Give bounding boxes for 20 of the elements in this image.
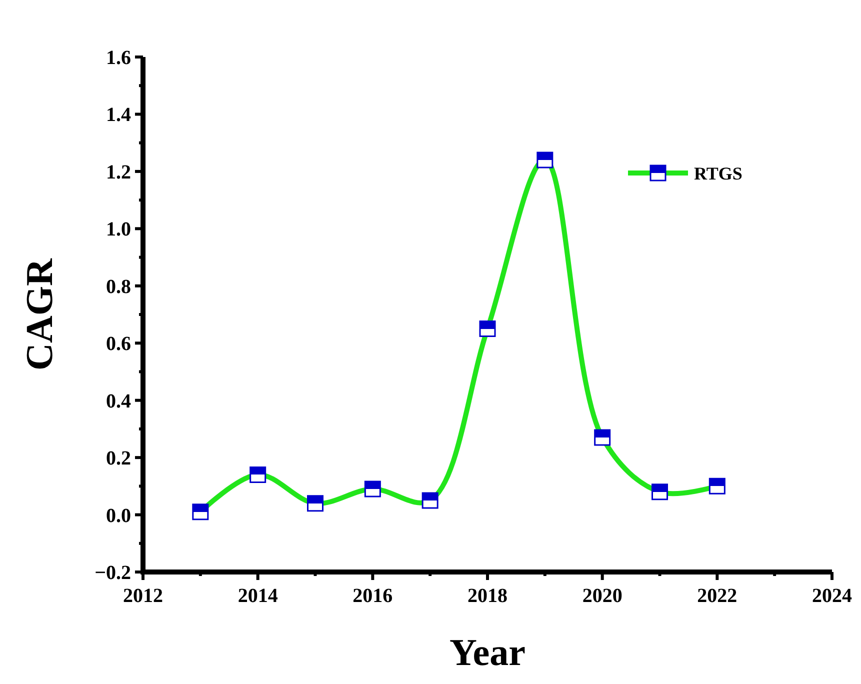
x-tick-label: 2012 [123, 585, 163, 607]
y-tick-label: −0.2 [94, 562, 131, 584]
x-tick-label: 2016 [352, 585, 393, 607]
y-tick-label: 1.6 [106, 47, 131, 69]
y-tick-label: 1.4 [106, 104, 131, 126]
y-tick-label: 0.0 [106, 504, 131, 527]
y-tick-label: 0.4 [106, 390, 131, 412]
x-tick-label: 2014 [238, 585, 278, 607]
y-tick-label: 1.2 [106, 161, 131, 184]
y-tick-label: 0.8 [106, 276, 131, 298]
x-tick-label: 2020 [582, 585, 622, 607]
x-tick-label: 2018 [468, 585, 508, 607]
y-axis-title: CAGR [19, 258, 61, 370]
legend-label: RTGS [694, 163, 742, 184]
x-tick-label: 2022 [697, 585, 738, 607]
x-axis-title: Year [450, 632, 526, 674]
y-tick-label: 0.6 [106, 333, 131, 356]
y-tick-label: 0.2 [106, 448, 131, 470]
x-tick-label: 2024 [812, 585, 852, 607]
y-tick-label: 1.0 [106, 218, 131, 241]
